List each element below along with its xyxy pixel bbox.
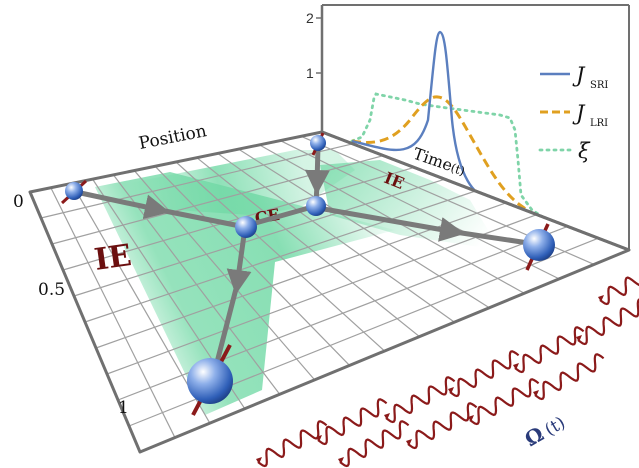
particle-sphere — [65, 182, 83, 200]
drive-paren: (t) — [542, 413, 569, 440]
legend: J SRI J LRI ξ — [538, 63, 608, 163]
grid-line — [106, 214, 538, 375]
trajectory-top-down — [304, 142, 330, 195]
region-label-ie-left: IE — [92, 238, 133, 278]
drive-wave — [257, 420, 328, 468]
inset-y-tick-label-2: 2 — [306, 10, 314, 26]
legend-item-xi: ξ — [538, 139, 591, 163]
position-tick-0: 0 — [13, 192, 24, 212]
legend-sub-j-lri: LRI — [590, 118, 608, 129]
drive-wave — [514, 326, 585, 374]
particle-ce-left — [235, 216, 257, 238]
particle-top-left — [60, 179, 88, 205]
drive-wave-arrowhead — [316, 435, 322, 442]
inset-y-tick-label-1: 1 — [306, 65, 314, 81]
trajectory-down-segment — [212, 282, 240, 373]
drive-wave-arrowhead — [533, 390, 539, 397]
legend-item-j-lri: J LRI — [540, 101, 608, 129]
drive-wave-arrowhead — [338, 457, 344, 464]
xi-curve — [350, 92, 562, 230]
j-lri-curve — [351, 95, 561, 230]
grid-line — [84, 190, 476, 323]
trajectory-right-segment — [452, 229, 538, 247]
drive-wave-arrowhead — [384, 413, 390, 420]
drive-wave-arrowhead — [256, 457, 262, 464]
drive-wave-arrowhead — [513, 363, 519, 370]
particle-right — [523, 223, 555, 271]
drive-wave — [534, 353, 605, 401]
position-tick-1: 1 — [118, 398, 129, 418]
trajectory-left-segment — [157, 207, 243, 229]
time-axis-paren: (t) — [449, 161, 467, 179]
drive-wave-arrowhead — [468, 415, 474, 422]
grid-line — [73, 178, 445, 297]
drive-field-waves — [256, 276, 639, 468]
trajectory-ce-link — [249, 204, 315, 227]
drive-wave — [385, 376, 456, 424]
particle-sphere — [523, 229, 555, 261]
particle-sphere — [310, 135, 326, 151]
inset-background — [322, 5, 629, 250]
drive-wave — [317, 398, 388, 446]
drive-wave — [407, 402, 478, 450]
grid-line — [62, 166, 415, 271]
legend-sub-j-sri: SRI — [590, 80, 608, 91]
drive-wave — [449, 350, 520, 398]
particle-sphere — [306, 196, 326, 216]
time-axis-line — [321, 130, 630, 252]
drive-wave-arrowhead — [406, 439, 412, 446]
legend-symbol-j-lri: J — [572, 101, 586, 125]
drive-wave-arrowhead — [576, 335, 582, 342]
position-tick-0-5: 0.5 — [38, 280, 65, 300]
grid-line — [40, 143, 353, 219]
drive-wave — [339, 420, 410, 468]
drive-label: Ω (t) — [521, 413, 569, 451]
position-axis-title: Position — [137, 121, 208, 154]
particle-top — [310, 132, 326, 156]
trajectory-left-to-ce — [73, 189, 170, 220]
legend-symbol-xi: ξ — [578, 139, 591, 163]
particle-bottom — [187, 344, 233, 416]
particle-ce-right — [306, 196, 326, 216]
green-band-top — [70, 150, 355, 215]
drive-wave — [599, 276, 639, 306]
drive-wave — [577, 298, 639, 346]
trajectory-right — [315, 205, 465, 242]
position-plane: Position 0 0.5 1 Time (t) IE CE IE — [13, 121, 631, 454]
particle-sphere — [235, 216, 257, 238]
particle-sphere — [187, 358, 233, 404]
legend-item-j-sri: J SRI — [540, 63, 608, 91]
drive-wave-arrowhead — [598, 295, 604, 302]
drive-wave — [469, 378, 540, 426]
legend-symbol-j-sri: J — [572, 63, 586, 87]
time-plot-inset: 2 1 J SRI J LRI ξ — [306, 4, 630, 250]
trajectories — [73, 142, 538, 373]
drive-wave-arrowhead — [448, 387, 454, 394]
